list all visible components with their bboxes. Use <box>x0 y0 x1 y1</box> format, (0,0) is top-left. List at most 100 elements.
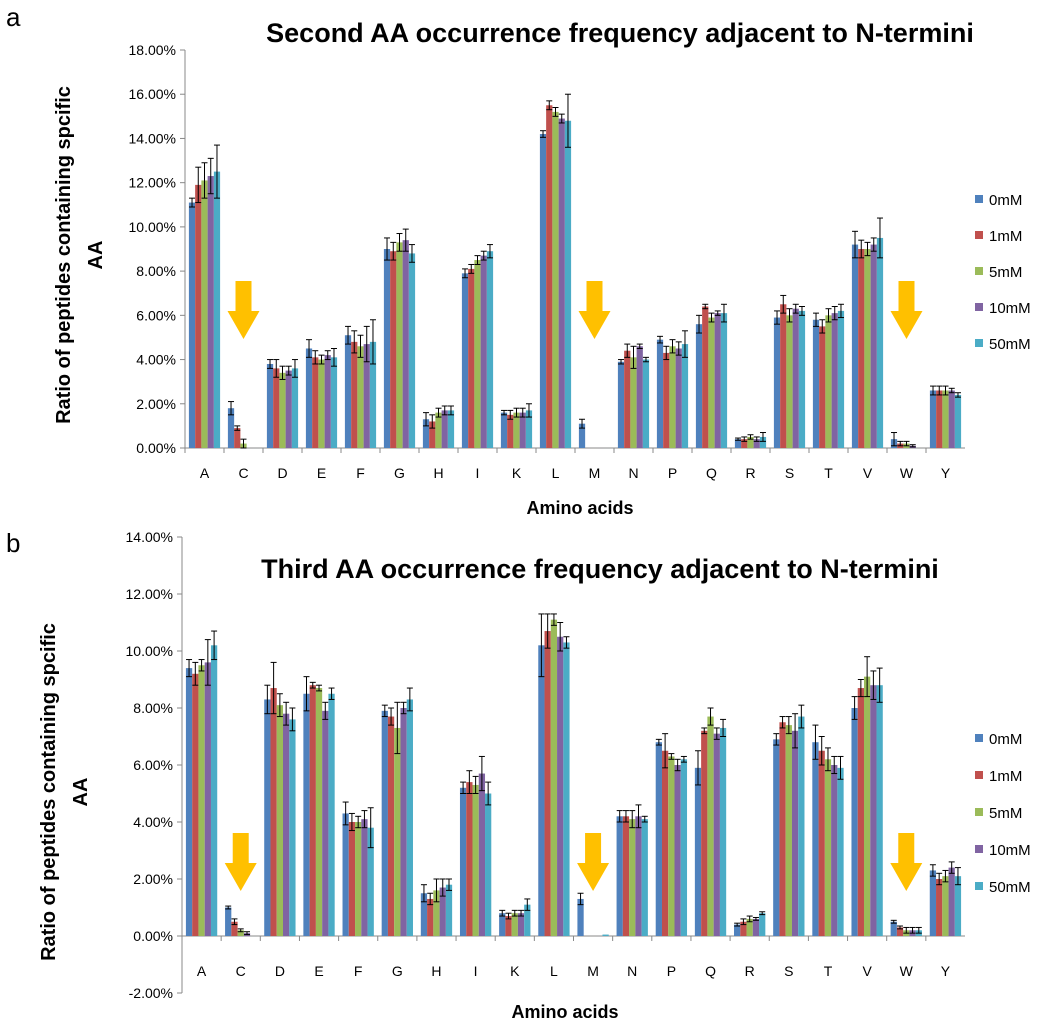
bar-5mM-L <box>550 619 558 936</box>
y-tick-label: 10.00% <box>126 643 173 659</box>
legend-label-1mM: 1mM <box>989 768 1022 785</box>
bar-10mM-N <box>635 816 642 936</box>
bar-50mM-A <box>210 645 218 936</box>
bar-10mM-E <box>322 710 329 936</box>
bar-5mM-N <box>629 819 636 936</box>
bar-0mM-I <box>461 273 469 448</box>
bar-1mM-Q <box>701 730 708 936</box>
x-tick-label: G <box>394 465 405 481</box>
bar-5mM-S <box>786 315 793 448</box>
y-tick-label: 6.00% <box>136 307 176 323</box>
bar-5mM-Q <box>708 317 715 448</box>
bar-1mM-R <box>740 921 747 936</box>
bar-0mM-Q <box>695 324 703 448</box>
legend-label-50mM: 50mM <box>989 336 1031 353</box>
bar-10mM-G <box>400 708 407 936</box>
bar-1mM-K <box>507 414 514 448</box>
bar-50mM-L <box>564 120 572 448</box>
bar-50mM-T <box>837 767 844 936</box>
x-tick-label: Y <box>941 465 951 481</box>
x-tick-label: K <box>510 963 520 979</box>
bar-10mM-V <box>870 244 877 448</box>
bar-5mM-V <box>864 249 871 448</box>
plot-area-b: -2.00% 0.00% 2.00% 4.00% 6.00% 8.00% 10.00% 12.… <box>126 529 965 1001</box>
bar-5mM-I <box>474 260 481 448</box>
bar-0mM-N <box>616 816 623 936</box>
x-tick-label: T <box>824 465 833 481</box>
x-tick-label: Q <box>706 465 717 481</box>
bar-50mM-K <box>524 904 531 936</box>
x-tick-label: V <box>862 963 872 979</box>
bar-50mM-I <box>486 251 494 448</box>
bar-5mM-G <box>396 242 403 448</box>
panel-letter-b: b <box>6 528 20 558</box>
bar-10mM-L <box>557 636 564 936</box>
bar-1mM-L <box>544 631 551 936</box>
x-axis-label-a: Amino acids <box>526 498 633 518</box>
bar-10mM-Q <box>713 733 720 936</box>
bar-1mM-I <box>466 782 473 936</box>
x-tick-label: A <box>197 963 207 979</box>
legend-swatch-50mM <box>975 882 983 890</box>
x-tick-label: F <box>356 465 365 481</box>
bar-5mM-D <box>276 705 284 936</box>
bar-1mM-T <box>819 326 826 448</box>
bar-50mM-M <box>602 934 609 936</box>
bar-5mM-Y <box>942 876 949 936</box>
bar-0mM-S <box>773 739 780 936</box>
x-tick-label: K <box>512 465 522 481</box>
bar-50mM-P <box>681 344 689 448</box>
legend-swatch-1mM <box>975 231 983 239</box>
bar-1mM-C <box>234 428 241 448</box>
bar-0mM-G <box>383 249 391 448</box>
x-tick-label: R <box>745 465 755 481</box>
bar-0mM-R <box>734 924 741 936</box>
down-arrow-icon <box>577 833 610 891</box>
bar-0mM-K <box>499 913 506 936</box>
bar-0mM-H <box>420 893 428 936</box>
bar-0mM-S <box>773 317 781 448</box>
bar-1mM-E <box>309 685 316 936</box>
bar-0mM-V <box>851 244 859 448</box>
chart-panel-a: a Second AA occurrence frequency adjacen… <box>6 2 1031 518</box>
bar-0mM-I <box>459 787 467 936</box>
bar-10mM-Y <box>948 867 955 936</box>
x-tick-label: L <box>552 465 560 481</box>
bar-50mM-P <box>680 759 688 936</box>
x-tick-label: A <box>200 465 210 481</box>
bar-10mM-R <box>753 439 760 448</box>
bar-10mM-P <box>675 348 682 448</box>
bar-1mM-V <box>857 688 864 936</box>
x-tick-label: L <box>550 963 558 979</box>
bar-0mM-N <box>617 361 625 448</box>
y-tick-label: 8.00% <box>133 700 173 716</box>
bar-50mM-V <box>876 237 884 448</box>
x-tick-label: H <box>433 465 443 481</box>
bar-1mM-I <box>468 268 475 448</box>
plot-area-a: 0.00% 2.00% 4.00% 6.00% 8.00% 10.00% 12.00% 14.… <box>129 42 965 481</box>
chart-title-b: Third AA occurrence frequency adjacent t… <box>261 554 939 584</box>
bar-50mM-G <box>406 699 413 936</box>
x-tick-label: N <box>628 465 638 481</box>
down-arrow-icon <box>890 833 923 891</box>
bar-10mM-D <box>285 370 292 448</box>
bar-0mM-L <box>539 134 547 448</box>
x-tick-label: S <box>785 465 794 481</box>
bar-50mM-T <box>837 310 845 448</box>
bar-10mM-H <box>441 410 448 448</box>
bar-5mM-L <box>552 111 559 449</box>
bar-5mM-Q <box>707 716 714 936</box>
bar-0mM-R <box>734 439 742 448</box>
bar-5mM-H <box>433 890 440 936</box>
bar-50mM-F <box>369 341 377 448</box>
legend-label-0mM: 0mM <box>989 192 1022 209</box>
down-arrow-icon <box>224 833 257 891</box>
x-tick-label: E <box>314 963 323 979</box>
x-tick-label: W <box>900 963 914 979</box>
legend-b: 0mM 1mM 5mM 10mM 50mM <box>975 731 1031 896</box>
bar-10mM-I <box>480 255 487 448</box>
bar-10mM-I <box>478 773 486 936</box>
x-tick-label: W <box>900 465 914 481</box>
bar-0mM-F <box>342 813 349 936</box>
chart-title-a: Second AA occurrence frequency adjacent … <box>266 18 974 48</box>
